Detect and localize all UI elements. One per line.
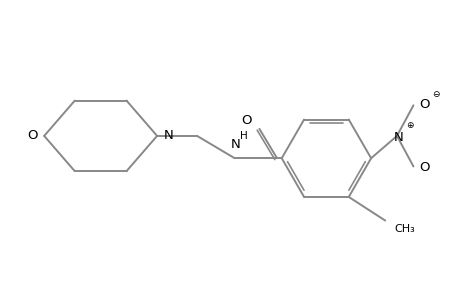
Text: ⊕: ⊕ xyxy=(405,121,413,130)
Text: O: O xyxy=(27,129,38,142)
Text: N: N xyxy=(163,129,174,142)
Text: CH₃: CH₃ xyxy=(394,224,414,234)
Text: N: N xyxy=(392,130,402,144)
Text: ⊖: ⊖ xyxy=(431,90,439,99)
Text: O: O xyxy=(241,114,251,127)
Text: O: O xyxy=(418,161,428,174)
Text: H: H xyxy=(240,131,247,141)
Text: N: N xyxy=(230,138,240,151)
Text: O: O xyxy=(418,98,428,111)
